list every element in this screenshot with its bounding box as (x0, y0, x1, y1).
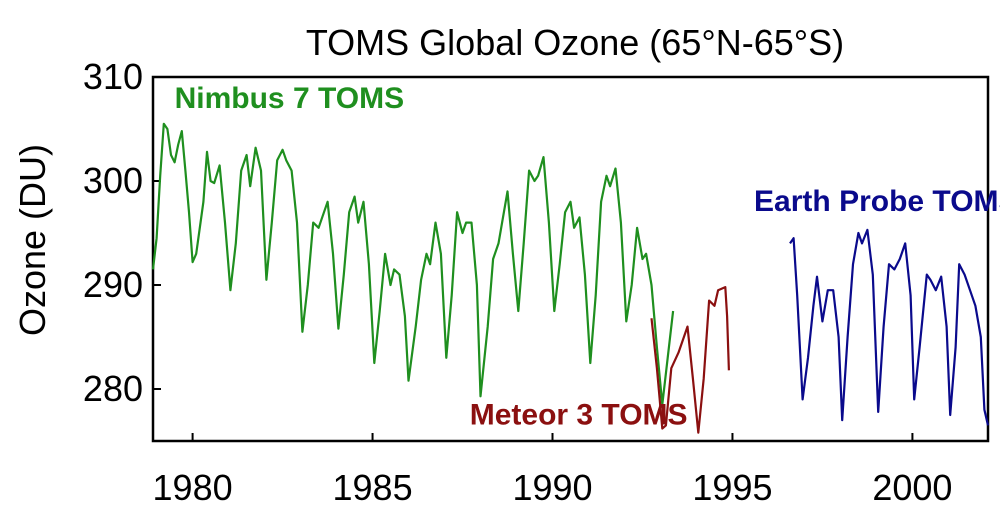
series-lines (151, 122, 990, 434)
series-line-earth-probe-toms (789, 228, 990, 426)
y-axis-label: Ozone (DU) (12, 144, 53, 336)
x-tick-label: 1985 (333, 467, 413, 508)
x-tick-label: 1995 (692, 467, 772, 508)
series-label: Meteor 3 TOMS (470, 398, 688, 431)
x-tick-label: 1980 (153, 467, 233, 508)
chart-title: TOMS Global Ozone (65°N-65°S) (306, 22, 844, 63)
plot-area (151, 75, 990, 443)
x-tick-label: 2000 (872, 467, 952, 508)
axis-ticks: 1980 1985 1990 1995 2000 280 290 300 310 (83, 56, 953, 508)
series-label: Earth Probe TOMS (754, 185, 1000, 218)
series-annotations: Nimbus 7 TOMS Meteor 3 TOMS Earth Probe TO… (175, 82, 1000, 431)
x-tick-label: 1990 (512, 467, 592, 508)
y-tick-label: 280 (83, 368, 143, 409)
y-tick-label: 300 (83, 160, 143, 201)
plot-border (151, 75, 990, 443)
y-tick-label: 310 (83, 56, 143, 97)
series-line-nimbus-7-toms (151, 122, 675, 406)
series-label: Nimbus 7 TOMS (175, 82, 404, 115)
series-line-meteor-3-toms (650, 286, 730, 434)
y-tick-label: 290 (83, 264, 143, 305)
